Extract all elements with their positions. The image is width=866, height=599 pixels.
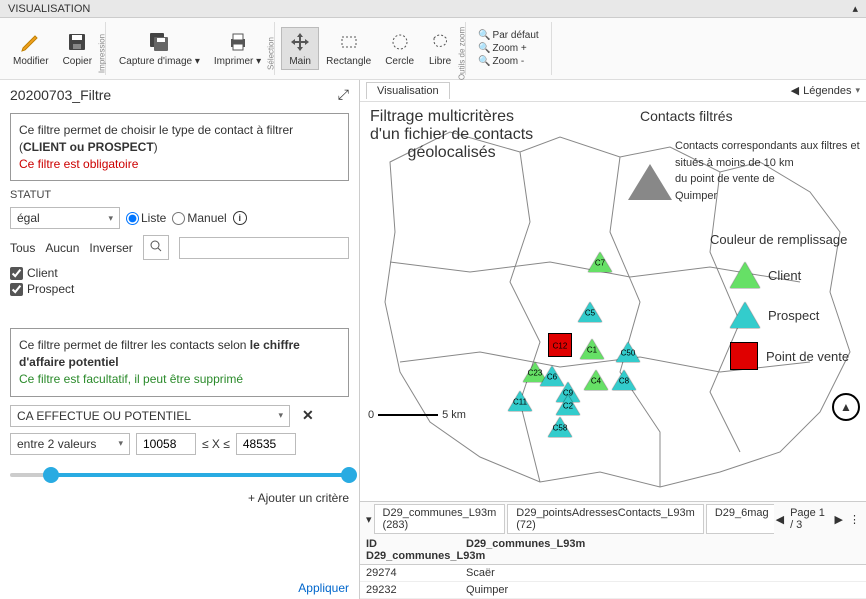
page-prev[interactable]: ◀ [776,513,784,526]
select-none[interactable]: Aucun [45,241,79,255]
page-next[interactable]: ▶ [835,513,843,526]
map-area[interactable]: Filtrage multicritères d'un fichier de c… [360,102,866,501]
pencil-icon [19,30,43,54]
table-header: ID D29_communes_L93mD29_communes_L93m [360,536,866,565]
rectangle-button[interactable]: Rectangle [319,27,378,70]
ribbon: EditionModifierCopierImpressionCapture d… [0,18,866,80]
search-button[interactable] [143,235,169,260]
layer-tabs: ▾ D29_communes_L93m (283)D29_pointsAdres… [360,501,866,536]
marker-C58[interactable]: C58 [548,417,572,437]
printer-icon [226,30,250,54]
top-bar: VISUALISATION ▴ [0,0,866,18]
pager-menu-icon[interactable]: ⋮ [849,513,860,526]
capture-button[interactable]: Capture d'image ▾ [112,27,207,70]
range-max-input[interactable] [236,433,296,455]
zoom-icon: 🔍 [478,56,490,67]
pager-label: Page 1 / 3 [790,507,828,531]
status-checks: Client Prospect [10,266,349,296]
compass-icon: ▲ [832,393,860,421]
zdefault-button[interactable]: 🔍 Par défaut [472,29,545,42]
marker-C8[interactable]: C8 [612,370,636,390]
layer-tab-0[interactable]: D29_communes_L93m (283) [374,504,506,534]
marker-C50[interactable]: C50 [616,342,640,362]
table-row[interactable]: 29232Quimper [360,582,866,599]
legend-grey-marker [628,164,672,200]
status-check-client[interactable]: Client [10,266,349,280]
legend-item: Prospect [730,302,819,328]
zoom-icon: 🔍 [478,43,490,54]
optional-note: Ce filtre est facultatif, il peut être s… [19,372,243,386]
rect-icon [337,30,361,54]
fill-title: Couleur de remplissage [710,232,847,247]
range-select[interactable]: entre 2 valeurs▾ [10,433,130,455]
legend-item: Point de vente [730,342,849,370]
expand-icon[interactable]: ⤢ [338,86,349,103]
filter-section-2: Ce filtre permet de filtrer les contacts… [10,328,349,396]
add-criteria-button[interactable]: + Ajouter un critère [248,491,349,505]
range-min-input[interactable] [136,433,196,455]
legend-desc: Contacts correspondants aux filtres et s… [675,138,860,204]
scale-bar: 05 km [368,409,466,421]
legend-item: Client [730,262,801,288]
marker-C11[interactable]: C11 [508,391,532,411]
select-all[interactable]: Tous [10,241,35,255]
marker-C7[interactable]: C7 [588,252,612,272]
floppy2-icon [147,30,171,54]
modifier-button[interactable]: Modifier [6,27,56,70]
filter-section-1: Ce filtre permet de choisir le type de c… [10,113,349,181]
mode-manuel-radio[interactable]: Manuel [172,211,226,225]
statut-label: STATUT [10,189,349,201]
marker-C5[interactable]: C5 [578,302,602,322]
info-icon[interactable]: i [233,211,247,225]
circle-icon [388,30,412,54]
layers-collapse-icon[interactable]: ▾ [366,513,372,526]
main-button[interactable]: Main [281,27,319,70]
libre-button[interactable]: Libre [421,27,459,70]
filter-panel: 20200703_Filtre ⤢ Ce filtre permet de ch… [0,80,360,599]
layer-tab-2[interactable]: D29_6mag [706,504,774,534]
mode-liste-radio[interactable]: Liste [126,211,166,225]
mandatory-note: Ce filtre est obligatoire [19,157,138,171]
field-select[interactable]: CA EFFECTUE OU POTENTIEL▾ [10,405,290,427]
zmoins-button[interactable]: 🔍 Zoom - [472,55,545,68]
map-tab[interactable]: Visualisation [366,82,450,99]
remove-filter-icon[interactable]: ✕ [302,407,314,424]
marker-C12[interactable]: C12 [548,333,572,357]
legend-title: Contacts filtrés [640,108,733,124]
select-invert[interactable]: Inverser [89,241,132,255]
imprimer-button[interactable]: Imprimer ▾ [207,27,268,70]
marker-C2[interactable]: C2 [556,395,580,415]
apply-button[interactable]: Appliquer [0,576,359,599]
marker-C4[interactable]: C4 [584,370,608,390]
search-input[interactable] [179,237,349,259]
zoom-icon: 🔍 [478,30,490,41]
legends-button[interactable]: ◀Légendes▾ [791,84,860,97]
layer-tab-1[interactable]: D29_pointsAdressesContacts_L93m (72) [507,504,704,534]
map-title: Filtrage multicritères d'un fichier de c… [370,108,533,162]
table-row[interactable]: 29274Scaër [360,565,866,582]
lasso-icon [428,30,452,54]
top-bar-title: VISUALISATION [8,3,90,15]
zplus-button[interactable]: 🔍 Zoom + [472,42,545,55]
range-slider[interactable] [10,465,349,485]
marker-C1[interactable]: C1 [580,339,604,359]
move-icon [288,30,312,54]
copier-button[interactable]: Copier [56,27,99,70]
status-check-prospect[interactable]: Prospect [10,282,349,296]
filter-title: 20200703_Filtre [10,87,111,103]
floppy-icon [65,30,89,54]
cercle-button[interactable]: Cercle [378,27,421,70]
condition-select[interactable]: égal▾ [10,207,120,229]
map-panel: Visualisation ◀Légendes▾ Filtrage multic… [360,80,866,599]
collapse-icon[interactable]: ▴ [852,2,858,15]
